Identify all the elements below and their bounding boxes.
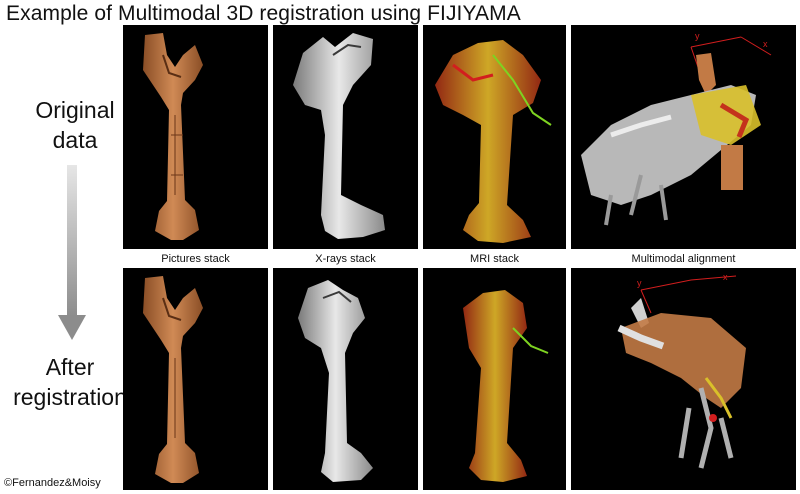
row-label-original-line2: data <box>52 127 98 153</box>
panel-mri-original <box>423 25 566 249</box>
panel-multimodal-original: y x <box>571 25 796 249</box>
panel-xrays-original <box>273 25 418 249</box>
mri-bone-image <box>463 290 549 482</box>
figure-title: Example of Multimodal 3D registration us… <box>6 2 521 25</box>
multimodal-render-image: y x <box>581 31 772 226</box>
wood-bone-image <box>143 33 203 240</box>
wood-bone-image <box>143 276 203 483</box>
row-label-after-line1: After <box>45 354 95 380</box>
panel-xrays-registered <box>273 268 418 490</box>
axis-x-label-bottom: x <box>723 272 728 282</box>
row-label-original: Original data <box>20 95 130 155</box>
panel-mri-registered <box>423 268 566 490</box>
caption-multimodal-alignment: Multimodal alignment <box>631 253 736 265</box>
panel-multimodal-registered: y x <box>571 268 796 490</box>
down-arrow-icon <box>58 165 86 340</box>
row-label-original-line1: Original <box>35 97 115 123</box>
caption-xrays-stack: X-rays stack <box>315 253 376 265</box>
panel-pictures-registered <box>123 268 268 490</box>
multimodal-render-image: y x <box>617 272 746 469</box>
copyright-text: ©Fernandez&Moisy <box>4 477 101 489</box>
axis-y-label-bottom: y <box>637 278 642 288</box>
axis-x-label-top: x <box>763 39 768 49</box>
mri-bone-image <box>435 40 552 243</box>
row-label-after: After registration <box>5 352 135 412</box>
xray-bone-image <box>293 33 385 239</box>
caption-pictures-stack: Pictures stack <box>161 253 230 265</box>
xray-bone-image <box>298 280 373 482</box>
row-label-after-line2: registration <box>13 384 127 410</box>
axis-y-label-top: y <box>695 31 700 41</box>
caption-mri-stack: MRI stack <box>470 253 519 265</box>
panel-pictures-original <box>123 25 268 249</box>
